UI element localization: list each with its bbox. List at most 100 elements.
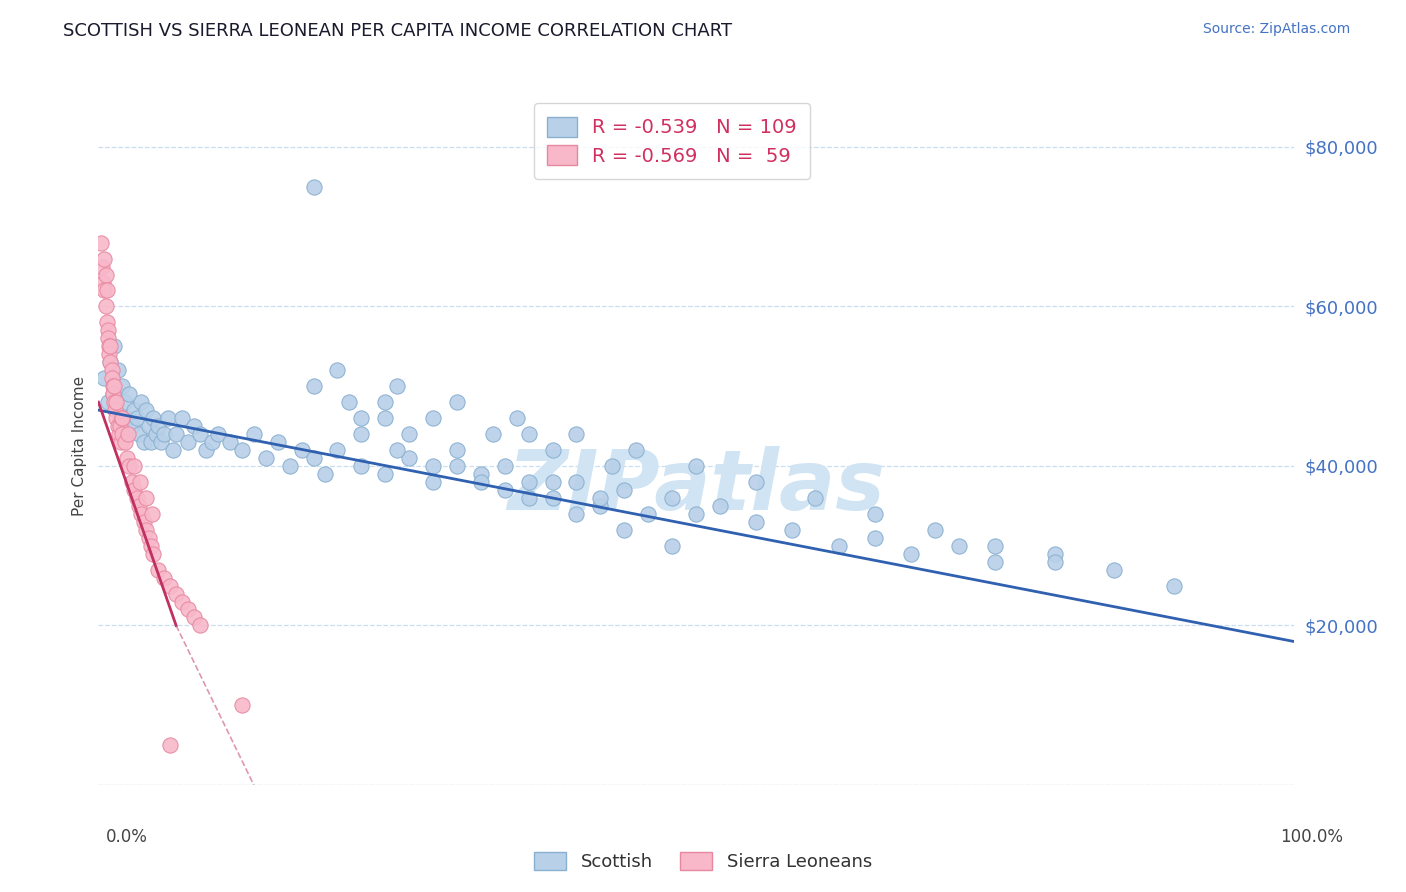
Point — [111, 427, 134, 442]
Point — [865, 531, 887, 545]
Point — [149, 435, 172, 450]
Point — [101, 387, 124, 401]
Point — [94, 268, 117, 282]
Point — [128, 499, 150, 513]
Point — [153, 571, 176, 585]
Point — [142, 547, 165, 561]
Point — [128, 427, 150, 442]
Point — [506, 411, 529, 425]
Point — [374, 411, 396, 425]
Point — [98, 347, 121, 361]
Point — [108, 411, 131, 425]
Point — [177, 435, 200, 450]
Point — [422, 458, 444, 473]
Point — [93, 252, 115, 266]
Point — [243, 427, 266, 442]
Point — [267, 435, 290, 450]
Point — [131, 395, 153, 409]
Point — [481, 427, 505, 442]
Point — [828, 539, 851, 553]
Point — [115, 411, 138, 425]
Point — [108, 419, 131, 434]
Point — [948, 539, 970, 553]
Point — [124, 483, 146, 497]
Point — [326, 442, 349, 457]
Point — [124, 458, 146, 473]
Point — [159, 738, 181, 752]
Point — [90, 235, 112, 250]
Point — [541, 442, 564, 457]
Point — [114, 395, 136, 409]
Point — [602, 458, 624, 473]
Point — [302, 379, 325, 393]
Point — [446, 395, 468, 409]
Point — [626, 442, 648, 457]
Text: Source: ZipAtlas.com: Source: ZipAtlas.com — [1202, 22, 1350, 37]
Point — [637, 507, 659, 521]
Point — [93, 284, 115, 298]
Point — [145, 427, 167, 442]
Point — [201, 435, 224, 450]
Point — [159, 578, 181, 592]
Point — [446, 442, 468, 457]
Point — [302, 450, 325, 465]
Point — [97, 395, 120, 409]
Point — [96, 284, 118, 298]
Point — [139, 539, 162, 553]
Point — [613, 483, 636, 497]
Point — [96, 315, 118, 329]
Text: ZIPatlas: ZIPatlas — [508, 446, 884, 527]
Point — [110, 435, 132, 450]
Point — [685, 458, 707, 473]
Point — [107, 427, 129, 442]
Point — [565, 507, 588, 521]
Legend: Scottish, Sierra Leoneans: Scottish, Sierra Leoneans — [527, 845, 879, 879]
Point — [517, 427, 540, 442]
Point — [470, 467, 492, 481]
Point — [183, 610, 205, 624]
Point — [124, 403, 146, 417]
Point — [745, 475, 768, 489]
Point — [165, 427, 187, 442]
Point — [129, 475, 152, 489]
Point — [103, 395, 125, 409]
Point — [138, 531, 160, 545]
Text: SCOTTISH VS SIERRA LEONEAN PER CAPITA INCOME CORRELATION CHART: SCOTTISH VS SIERRA LEONEAN PER CAPITA IN… — [63, 22, 733, 40]
Point — [121, 419, 143, 434]
Point — [104, 403, 127, 417]
Point — [231, 442, 253, 457]
Point — [745, 515, 768, 529]
Point — [350, 458, 373, 473]
Point — [589, 491, 612, 505]
Y-axis label: Per Capita Income: Per Capita Income — [72, 376, 87, 516]
Point — [141, 507, 163, 521]
Point — [111, 411, 134, 425]
Point — [142, 411, 165, 425]
Point — [148, 563, 170, 577]
Point — [183, 419, 205, 434]
Point — [135, 491, 157, 505]
Point — [374, 395, 396, 409]
Point — [984, 555, 1007, 569]
Point — [114, 435, 136, 450]
Legend: R = -0.539   N = 109, R = -0.569   N =  59: R = -0.539 N = 109, R = -0.569 N = 59 — [534, 103, 810, 179]
Point — [118, 458, 141, 473]
Point — [91, 276, 114, 290]
Point — [422, 411, 444, 425]
Point — [291, 442, 314, 457]
Point — [125, 411, 148, 425]
Point — [98, 339, 122, 353]
Point — [148, 419, 170, 434]
Point — [135, 403, 157, 417]
Point — [98, 355, 122, 369]
Point — [1043, 555, 1066, 569]
Point — [541, 475, 564, 489]
Text: 0.0%: 0.0% — [105, 828, 148, 846]
Point — [91, 260, 114, 274]
Point — [398, 427, 420, 442]
Point — [1163, 578, 1185, 592]
Point — [94, 300, 117, 314]
Point — [398, 450, 420, 465]
Point — [385, 442, 409, 457]
Point — [97, 331, 120, 345]
